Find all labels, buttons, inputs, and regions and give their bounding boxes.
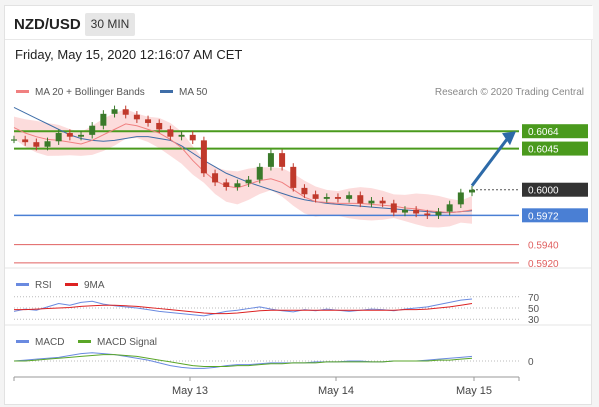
- candle-body: [111, 109, 118, 114]
- x-tick-label: May 13: [172, 385, 208, 397]
- support-label: 0.5972: [528, 211, 559, 222]
- candle-body: [256, 166, 263, 180]
- support-tag: [522, 208, 588, 223]
- last-price-label: 0.6000: [528, 186, 559, 197]
- candle-body: [189, 134, 196, 141]
- candle-body: [11, 139, 17, 141]
- candle-body: [279, 153, 286, 167]
- candle-body: [22, 139, 29, 143]
- candle-body: [122, 109, 129, 115]
- candle-body: [267, 153, 274, 167]
- ma50-legend-label: MA 50: [179, 87, 208, 98]
- timeframe-tab[interactable]: 30 MIN: [85, 13, 135, 36]
- candle-body: [33, 142, 40, 147]
- candle-body: [200, 140, 207, 174]
- candle-body: [156, 122, 163, 130]
- symbol-label: NZD/USD: [14, 16, 81, 33]
- candle-body: [323, 197, 330, 199]
- macd-tick-label: 0: [528, 357, 534, 368]
- candle-body: [413, 209, 420, 214]
- rsi-ma-line: [14, 303, 473, 315]
- macd-legend-label: MACD: [35, 337, 64, 348]
- candle-body: [178, 134, 185, 137]
- candle-body: [334, 197, 341, 199]
- candle-body: [290, 166, 297, 188]
- resistance-label: 0.6045: [528, 145, 559, 156]
- rsi-ma-legend-label: 9MA: [84, 280, 105, 291]
- resistance-label: 0.6064: [528, 127, 559, 138]
- rsi-tick-label: 70: [528, 293, 540, 304]
- candle-body: [457, 192, 464, 205]
- candle-body: [212, 173, 219, 183]
- macd-signal-line: [14, 354, 473, 367]
- candle-body: [245, 179, 252, 184]
- candle-body: [301, 187, 308, 195]
- last-price-tag: [522, 182, 588, 197]
- price-panel: 0.6064 0.6045 0.6000 0.5972 0.5940 0.5920: [11, 105, 588, 270]
- candle-body: [167, 129, 174, 137]
- chart-frame: NZD/USD 30 MIN Friday, May 15, 2020 12:1…: [4, 5, 593, 405]
- timestamp: Friday, May 15, 2020 12:16:07 AM CET: [15, 47, 243, 62]
- candle-body: [424, 213, 431, 216]
- forecast-arrow-head: [502, 131, 516, 146]
- candle-body: [223, 182, 230, 187]
- candle-body: [89, 125, 96, 135]
- forecast-arrow-line: [470, 138, 509, 187]
- minor-level-label: 0.5920: [528, 259, 559, 270]
- candle-body: [145, 119, 152, 123]
- candle-body: [469, 189, 475, 193]
- candle-body: [44, 141, 51, 147]
- candle-body: [100, 113, 107, 126]
- candle-body: [390, 203, 397, 213]
- rsi-legend-swatch: [16, 283, 29, 286]
- rsi-line: [13, 298, 473, 317]
- candle-body: [133, 114, 140, 120]
- candle-body: [435, 211, 442, 216]
- rsi-ma-legend-swatch: [65, 283, 78, 286]
- x-tick-label: May 15: [456, 385, 492, 397]
- credit-label: Research © 2020 Trading Central: [435, 87, 584, 98]
- candle-body: [55, 133, 62, 142]
- candle-body: [446, 204, 453, 212]
- candle-body: [401, 209, 408, 213]
- candle-body: [379, 200, 386, 204]
- candle-body: [66, 133, 73, 137]
- macd-legend-swatch: [16, 340, 29, 343]
- candle-body: [78, 134, 85, 137]
- macd-panel: 0: [13, 352, 534, 369]
- candle-body: [234, 183, 241, 187]
- ma20-legend-swatch: [16, 90, 29, 93]
- resistance-tag: [522, 124, 588, 139]
- macd-signal-legend-label: MACD Signal: [97, 337, 157, 348]
- candle-body: [312, 194, 319, 199]
- rsi-tick-label: 50: [528, 304, 540, 315]
- resistance-tag: [522, 141, 588, 156]
- toolbar: NZD/USD 30 MIN: [5, 6, 593, 40]
- rsi-tick-label: 30: [528, 315, 540, 326]
- candle-body: [346, 195, 353, 199]
- x-axis-labels: May 13 May 14 May 15: [13, 377, 520, 397]
- x-tick-label: May 14: [318, 385, 354, 397]
- minor-level-label: 0.5940: [528, 241, 559, 252]
- ma20-legend-label: MA 20 + Bollinger Bands: [35, 87, 145, 98]
- macd-signal-legend-swatch: [78, 340, 91, 343]
- rsi-legend-label: RSI: [35, 280, 52, 291]
- candle-body: [368, 200, 375, 204]
- candle-body: [357, 195, 364, 204]
- ma50-legend-swatch: [160, 90, 173, 93]
